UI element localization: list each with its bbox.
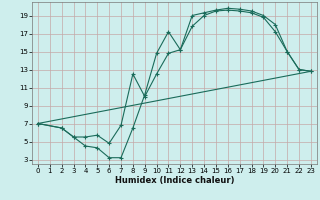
X-axis label: Humidex (Indice chaleur): Humidex (Indice chaleur) <box>115 176 234 185</box>
